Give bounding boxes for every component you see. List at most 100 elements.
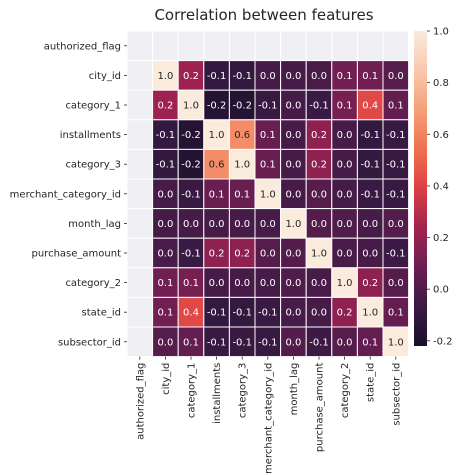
cell-month-lag-installments-label: 0.0 xyxy=(209,219,225,230)
cell-authorized-flag-purchase-amount xyxy=(305,30,333,62)
cell-purchase-amount-installments-label: 0.2 xyxy=(209,249,225,260)
cell-month-lag-merchant-category-id xyxy=(254,208,282,239)
cell-category-3-category-1-label: -0.2 xyxy=(181,160,201,171)
cell-purchase-amount-category-2 xyxy=(331,237,358,269)
cell-category-1-installments-label: -0.2 xyxy=(207,101,227,112)
cell-installments-installments xyxy=(203,119,230,150)
cell-category-1-subsector-id xyxy=(382,89,410,121)
cell-state-id-category-1 xyxy=(177,296,205,328)
cell-authorized-flag-month-lag xyxy=(280,30,307,62)
cell-month-lag-installments xyxy=(203,208,230,239)
cell-merchant-category-id-purchase-amount-label: 0.0 xyxy=(311,189,327,200)
cell-month-lag-merchant-category-id-label: 0.0 xyxy=(260,219,276,230)
cell-category-2-category-1-label: 0.1 xyxy=(183,278,199,289)
cell-city-id-state-id-label: 0.1 xyxy=(362,71,378,82)
colorbar-tick-label: 1.0 xyxy=(433,27,449,38)
cell-authorized-flag-category-1 xyxy=(177,30,205,62)
col-label-city-id: city_id xyxy=(161,363,172,395)
cell-merchant-category-id-category-1-label: -0.1 xyxy=(181,189,201,200)
cell-merchant-category-id-authorized-flag xyxy=(126,178,154,210)
cell-month-lag-purchase-amount-label: 0.0 xyxy=(311,219,327,230)
cell-state-id-purchase-amount-label: 0.0 xyxy=(311,308,327,319)
cell-category-2-category-2 xyxy=(331,267,358,298)
cell-category-3-authorized-flag xyxy=(126,148,154,180)
cell-category-3-purchase-amount xyxy=(305,148,333,180)
col-label-authorized-flag: authorized_flag xyxy=(135,363,146,440)
cell-category-1-category-3 xyxy=(228,89,256,121)
cell-city-id-subsector-id-label: 0.0 xyxy=(388,71,404,82)
cell-subsector-id-subsector-id-label: 1.0 xyxy=(388,337,404,348)
cell-subsector-id-state-id-label: 0.1 xyxy=(362,337,378,348)
col-label-purchase-amount: purchase_amount xyxy=(315,363,326,453)
cell-month-lag-month-lag xyxy=(280,208,307,239)
cell-month-lag-category-3 xyxy=(228,208,256,239)
cell-category-2-category-1 xyxy=(177,267,205,298)
cell-installments-state-id-label: -0.1 xyxy=(360,130,380,141)
cell-purchase-amount-subsector-id-label: -0.1 xyxy=(386,249,406,260)
cell-installments-purchase-amount-label: 0.2 xyxy=(311,130,327,141)
cell-city-id-category-2-label: 0.1 xyxy=(337,71,353,82)
cell-category-2-installments-label: 0.0 xyxy=(209,278,225,289)
cell-month-lag-city-id xyxy=(152,208,179,239)
cell-month-lag-state-id xyxy=(356,208,384,239)
cell-category-1-merchant-category-id-label: -0.1 xyxy=(258,101,278,112)
cell-subsector-id-installments-label: -0.1 xyxy=(207,337,227,348)
col-label-state-id: state_id xyxy=(366,363,377,402)
cell-purchase-amount-purchase-amount-label: 1.0 xyxy=(311,249,327,260)
cell-installments-merchant-category-id-label: 0.1 xyxy=(260,130,276,141)
cell-category-3-city-id-label: -0.1 xyxy=(156,160,176,171)
cell-category-1-category-1 xyxy=(177,89,205,121)
cell-authorized-flag-installments xyxy=(203,30,230,62)
row-label-merchant-category-id: merchant_category_id xyxy=(10,189,121,200)
cell-merchant-category-id-state-id-label: -0.1 xyxy=(360,189,380,200)
cell-state-id-subsector-id-label: 0.1 xyxy=(388,308,404,319)
col-label-category-3: category_3 xyxy=(238,363,249,419)
cell-merchant-category-id-subsector-id xyxy=(382,178,410,210)
row-label-purchase-amount: purchase_amount xyxy=(32,249,122,260)
cell-purchase-amount-month-lag xyxy=(280,237,307,269)
row-label-authorized-flag: authorized_flag xyxy=(44,41,121,52)
cell-state-id-category-3-label: -0.1 xyxy=(232,308,252,319)
cell-purchase-amount-city-id xyxy=(152,237,179,269)
cell-installments-city-id-label: -0.1 xyxy=(156,130,176,141)
cell-purchase-amount-category-3 xyxy=(228,237,256,269)
colorbar-tick-label: 0.6 xyxy=(433,130,449,141)
row-label-state-id: state_id xyxy=(82,308,121,319)
cell-city-id-purchase-amount-label: 0.0 xyxy=(311,71,327,82)
cell-merchant-category-id-month-lag-label: 0.0 xyxy=(285,189,301,200)
cell-merchant-category-id-category-1 xyxy=(177,178,205,210)
cell-category-2-authorized-flag xyxy=(126,267,154,298)
cell-subsector-id-merchant-category-id-label: -0.1 xyxy=(258,337,278,348)
col-label-category-2: category_2 xyxy=(340,363,351,419)
cell-category-1-state-id-label: 0.4 xyxy=(362,101,378,112)
row-label-category-3: category_3 xyxy=(65,160,121,171)
cell-category-3-category-3-label: 1.0 xyxy=(234,160,250,171)
cell-category-3-month-lag xyxy=(280,148,307,180)
cell-month-lag-state-id-label: 0.0 xyxy=(362,219,378,230)
cell-installments-subsector-id-label: -0.1 xyxy=(386,130,406,141)
cell-category-1-purchase-amount-label: -0.1 xyxy=(309,101,329,112)
cell-authorized-flag-subsector-id xyxy=(382,30,410,62)
cell-month-lag-subsector-id-label: 0.0 xyxy=(388,219,404,230)
cell-city-id-authorized-flag xyxy=(126,60,154,91)
cell-category-2-merchant-category-id-label: 0.0 xyxy=(260,278,276,289)
cell-category-2-subsector-id-label: 0.0 xyxy=(388,278,404,289)
cell-merchant-category-id-subsector-id-label: -0.1 xyxy=(386,189,406,200)
cell-category-2-category-3 xyxy=(228,267,256,298)
row-label-category-2: category_2 xyxy=(65,278,121,289)
cell-state-id-category-2 xyxy=(331,296,358,328)
cell-state-id-state-id-label: 1.0 xyxy=(362,308,378,319)
cell-merchant-category-id-category-2 xyxy=(331,178,358,210)
chart-title: Correlation between features xyxy=(154,6,373,24)
cell-installments-subsector-id xyxy=(382,119,410,150)
cell-month-lag-city-id-label: 0.0 xyxy=(157,219,173,230)
colorbar-tick-label: 0.0 xyxy=(433,285,449,296)
cell-purchase-amount-category-3-label: 0.2 xyxy=(234,249,250,260)
cell-subsector-id-purchase-amount-label: -0.1 xyxy=(309,337,329,348)
cell-purchase-amount-category-1-label: -0.1 xyxy=(181,249,201,260)
cell-purchase-amount-month-lag-label: 0.0 xyxy=(285,249,301,260)
colorbar xyxy=(414,31,427,346)
row-label-month-lag: month_lag xyxy=(68,219,121,230)
cell-category-3-subsector-id-label: -0.1 xyxy=(386,160,406,171)
cell-merchant-category-id-merchant-category-id xyxy=(254,178,282,210)
